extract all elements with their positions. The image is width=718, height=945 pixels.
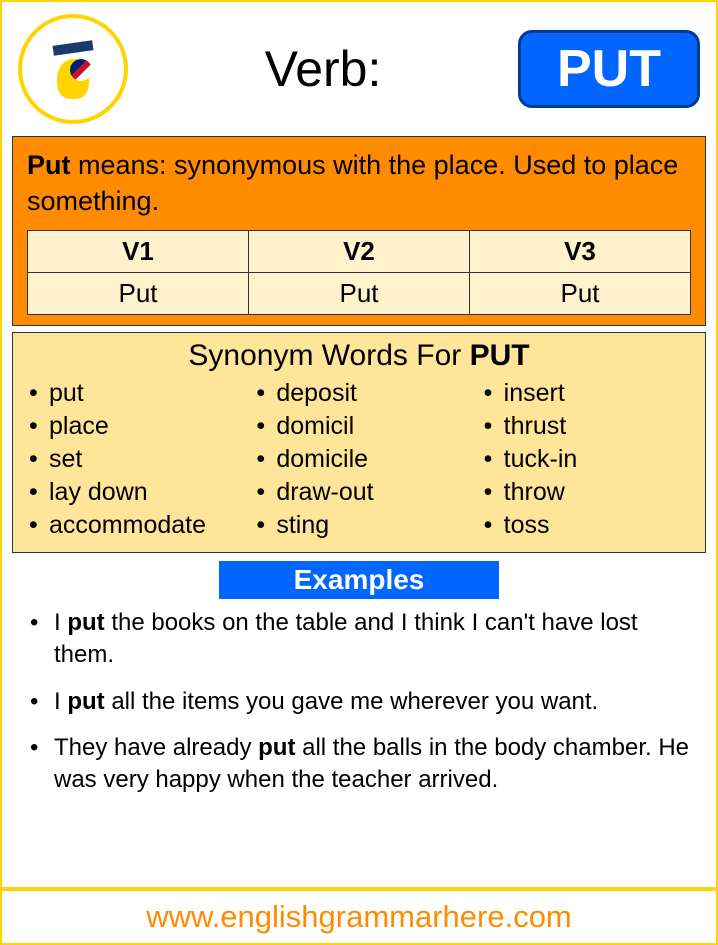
synonym-item: toss [484,509,695,542]
synonyms-col-3: insertthrusttuck-inthrowtoss [478,377,695,542]
cell-v3: Put [470,272,691,314]
synonyms-list-2: depositdomicildomiciledraw-outsting [250,377,467,542]
synonyms-col-1: putplacesetlay downaccommodate [23,377,240,542]
cell-v1: Put [28,272,249,314]
synonyms-columns: putplacesetlay downaccommodate depositdo… [23,377,695,542]
cell-v2: Put [249,272,470,314]
definition-bold: Put [27,150,71,180]
table-row: Put Put Put [28,272,691,314]
synonym-item: set [29,443,240,476]
synonyms-col-2: depositdomicildomiciledraw-outsting [250,377,467,542]
synonym-item: insert [484,377,695,410]
table-header-row: V1 V2 V3 [28,230,691,272]
synonym-item: put [29,377,240,410]
synonym-item: tuck-in [484,443,695,476]
footer-url: www.englishgrammarhere.com [2,887,716,943]
definition-box: Put means: synonymous with the place. Us… [12,136,706,326]
example-item: I put the books on the table and I think… [30,607,696,672]
verb-forms-table: V1 V2 V3 Put Put Put [27,230,691,315]
synonym-item: domicil [256,410,467,443]
synonym-item: lay down [29,476,240,509]
synonyms-list-1: putplacesetlay downaccommodate [23,377,240,542]
synonym-item: accommodate [29,509,240,542]
examples-list: I put the books on the table and I think… [2,607,716,797]
synonym-item: place [29,410,240,443]
col-header-v3: V3 [470,230,691,272]
logo-cap-shape [52,40,93,55]
logo-flag-icon [70,59,92,81]
definition-rest: means: synonymous with the place. Used t… [27,150,678,216]
synonyms-title-bold: PUT [470,339,530,372]
synonyms-box: Synonym Words For PUT putplacesetlay dow… [12,332,706,553]
example-item: I put all the items you gave me wherever… [30,686,696,718]
synonym-item: thrust [484,410,695,443]
logo-graphic [48,39,98,99]
examples-header: Examples [219,561,499,599]
synonyms-title: Synonym Words For PUT [23,339,695,373]
col-header-v1: V1 [28,230,249,272]
synonym-item: sting [256,509,467,542]
site-logo [18,14,128,124]
header-row: Verb: PUT [2,2,716,132]
synonyms-list-3: insertthrusttuck-inthrowtoss [478,377,695,542]
synonym-item: draw-out [256,476,467,509]
synonym-item: deposit [256,377,467,410]
header-label: Verb: [148,40,498,98]
definition-text: Put means: synonymous with the place. Us… [27,147,691,220]
synonyms-title-prefix: Synonym Words For [188,339,469,372]
example-item: They have already put all the balls in t… [30,732,696,797]
verb-badge: PUT [518,30,700,108]
synonym-item: domicile [256,443,467,476]
synonym-item: throw [484,476,695,509]
col-header-v2: V2 [249,230,470,272]
